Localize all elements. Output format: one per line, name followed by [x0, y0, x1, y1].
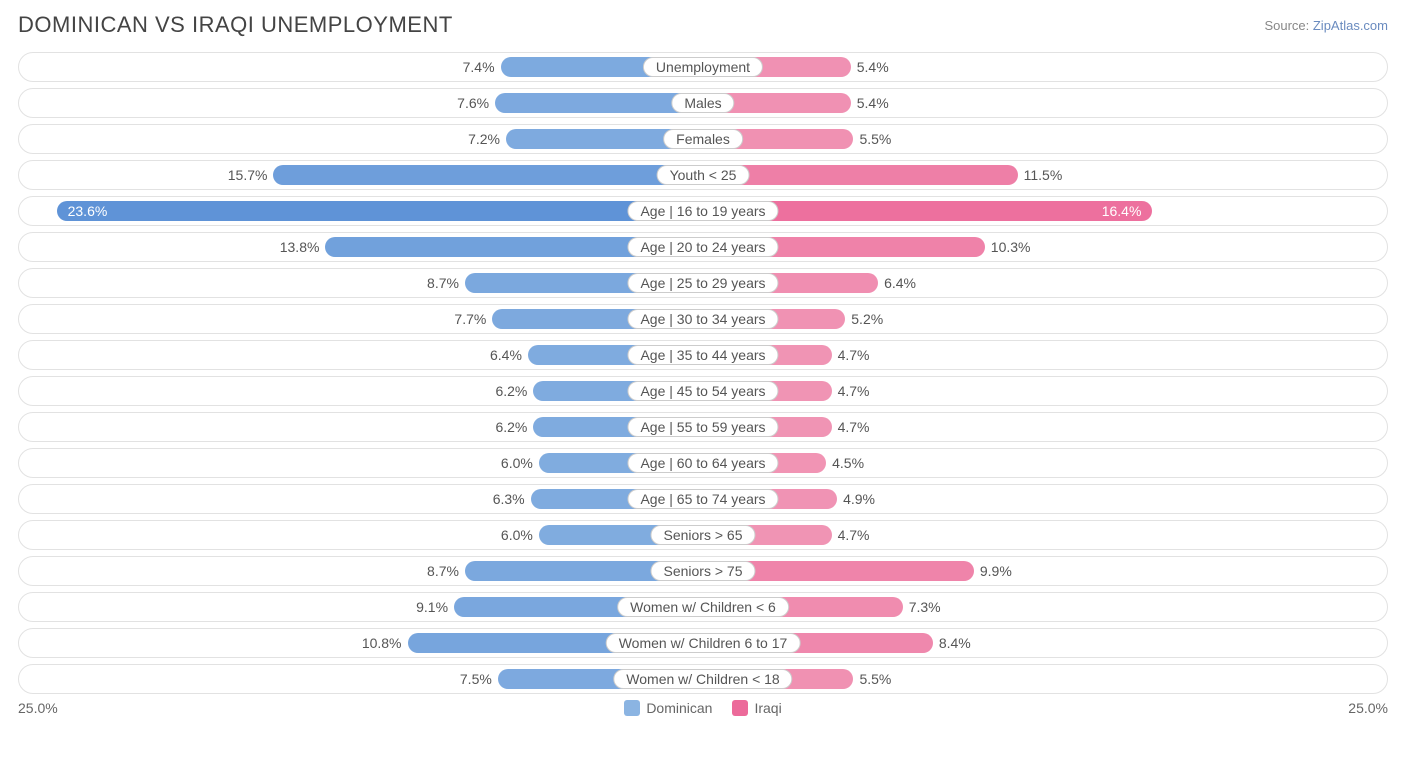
category-label: Males — [671, 93, 734, 113]
category-label: Age | 60 to 64 years — [627, 453, 778, 473]
category-label: Females — [663, 129, 743, 149]
value-label-left: 6.4% — [490, 347, 522, 363]
chart-row: 7.2% 5.5% Females — [18, 124, 1388, 154]
category-label: Seniors > 75 — [651, 561, 756, 581]
value-label-left: 6.3% — [493, 491, 525, 507]
legend-label-left: Dominican — [646, 700, 712, 716]
chart-row: 6.2% 4.7% Age | 55 to 59 years — [18, 412, 1388, 442]
value-label-right: 10.3% — [991, 239, 1031, 255]
chart-row: 8.7% 9.9% Seniors > 75 — [18, 556, 1388, 586]
value-label-left: 6.2% — [495, 419, 527, 435]
category-label: Age | 30 to 34 years — [627, 309, 778, 329]
value-label-right: 11.5% — [1024, 167, 1063, 183]
value-label-left: 6.2% — [495, 383, 527, 399]
category-label: Age | 16 to 19 years — [627, 201, 778, 221]
value-label-right: 4.7% — [838, 347, 870, 363]
category-label: Age | 20 to 24 years — [627, 237, 778, 257]
value-label-left: 7.2% — [468, 131, 500, 147]
category-label: Age | 45 to 54 years — [627, 381, 778, 401]
value-label-left: 7.5% — [460, 671, 492, 687]
value-label-left: 6.0% — [501, 455, 533, 471]
value-label-right: 7.3% — [909, 599, 941, 615]
diverging-bar-chart: 7.4% 5.4% Unemployment 7.6% 5.4% Males 7.2% 5.5… — [18, 52, 1388, 694]
value-label-left: 7.6% — [457, 95, 489, 111]
category-label: Seniors > 65 — [651, 525, 756, 545]
value-label-left: 6.0% — [501, 527, 533, 543]
value-label-left: 15.7% — [228, 167, 268, 183]
chart-row: 7.5% 5.5% Women w/ Children < 18 — [18, 664, 1388, 694]
category-label: Women w/ Children 6 to 17 — [606, 633, 801, 653]
value-label-left: 13.8% — [280, 239, 320, 255]
value-label-left: 8.7% — [427, 563, 459, 579]
chart-row: 8.7% 6.4% Age | 25 to 29 years — [18, 268, 1388, 298]
source-link[interactable]: ZipAtlas.com — [1313, 18, 1388, 33]
value-label-left: 7.4% — [463, 59, 495, 75]
legend-swatch-right — [732, 700, 748, 716]
chart-row: 6.3% 4.9% Age | 65 to 74 years — [18, 484, 1388, 514]
header: DOMINICAN VS IRAQI UNEMPLOYMENT Source: … — [18, 12, 1388, 38]
bar-right — [703, 165, 1018, 185]
legend-swatch-left — [624, 700, 640, 716]
source-prefix: Source: — [1264, 18, 1312, 33]
value-label-right: 9.9% — [980, 563, 1012, 579]
value-label-right: 5.5% — [859, 131, 891, 147]
category-label: Age | 65 to 74 years — [627, 489, 778, 509]
bar-left — [57, 201, 703, 221]
category-label: Age | 55 to 59 years — [627, 417, 778, 437]
chart-row: 6.0% 4.5% Age | 60 to 64 years — [18, 448, 1388, 478]
chart-row: 23.6% 16.4% Age | 16 to 19 years — [18, 196, 1388, 226]
value-label-right: 8.4% — [939, 635, 971, 651]
category-label: Women w/ Children < 6 — [617, 597, 789, 617]
legend-item-left: Dominican — [624, 700, 712, 716]
category-label: Unemployment — [643, 57, 763, 77]
chart-row: 15.7% 11.5% Youth < 25 — [18, 160, 1388, 190]
axis-max-left: 25.0% — [18, 700, 58, 716]
legend-label-right: Iraqi — [754, 700, 781, 716]
chart-row: 6.0% 4.7% Seniors > 65 — [18, 520, 1388, 550]
chart-row: 7.7% 5.2% Age | 30 to 34 years — [18, 304, 1388, 334]
value-label-left: 10.8% — [362, 635, 402, 651]
category-label: Youth < 25 — [657, 165, 750, 185]
axis-max-right: 25.0% — [1348, 700, 1388, 716]
bar-left — [273, 165, 703, 185]
category-label: Age | 25 to 29 years — [627, 273, 778, 293]
value-label-left: 7.7% — [454, 311, 486, 327]
source-attribution: Source: ZipAtlas.com — [1264, 18, 1388, 33]
value-label-right: 5.4% — [857, 59, 889, 75]
value-label-right: 6.4% — [884, 275, 916, 291]
chart-row: 7.6% 5.4% Males — [18, 88, 1388, 118]
chart-title: DOMINICAN VS IRAQI UNEMPLOYMENT — [18, 12, 453, 38]
value-label-right: 4.7% — [838, 383, 870, 399]
chart-row: 13.8% 10.3% Age | 20 to 24 years — [18, 232, 1388, 262]
value-label-right: 4.5% — [832, 455, 864, 471]
value-label-left: 9.1% — [416, 599, 448, 615]
value-label-right: 16.4% — [1102, 203, 1142, 219]
legend: Dominican Iraqi — [624, 700, 781, 716]
chart-row: 7.4% 5.4% Unemployment — [18, 52, 1388, 82]
category-label: Age | 35 to 44 years — [627, 345, 778, 365]
category-label: Women w/ Children < 18 — [613, 669, 792, 689]
legend-item-right: Iraqi — [732, 700, 781, 716]
chart-row: 6.2% 4.7% Age | 45 to 54 years — [18, 376, 1388, 406]
value-label-left: 8.7% — [427, 275, 459, 291]
value-label-right: 5.2% — [851, 311, 883, 327]
value-label-right: 5.5% — [859, 671, 891, 687]
value-label-right: 4.7% — [838, 527, 870, 543]
chart-row: 9.1% 7.3% Women w/ Children < 6 — [18, 592, 1388, 622]
value-label-right: 4.9% — [843, 491, 875, 507]
value-label-right: 4.7% — [838, 419, 870, 435]
value-label-left: 23.6% — [68, 203, 108, 219]
chart-row: 6.4% 4.7% Age | 35 to 44 years — [18, 340, 1388, 370]
chart-footer: 25.0% Dominican Iraqi 25.0% — [18, 700, 1388, 716]
value-label-right: 5.4% — [857, 95, 889, 111]
chart-row: 10.8% 8.4% Women w/ Children 6 to 17 — [18, 628, 1388, 658]
